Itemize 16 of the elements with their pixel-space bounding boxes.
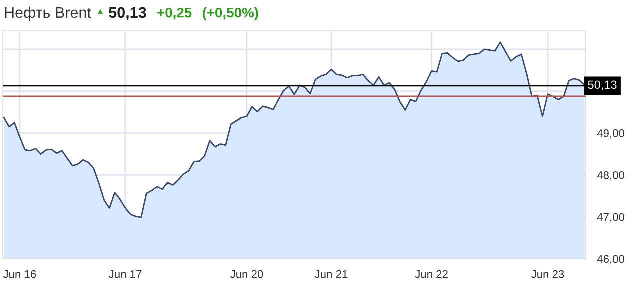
- text: 50,13: [109, 7, 146, 20]
- x-tick-label: Jun 20: [230, 270, 264, 278]
- y-tick-label: 46,00: [597, 255, 624, 264]
- ref-line-label: 50,13: [588, 80, 617, 90]
- text: (+0,50%): [202, 8, 258, 20]
- text: ▲: [98, 9, 103, 14]
- x-tick-label: Jun 16: [3, 270, 36, 278]
- y-tick-label: 49,00: [597, 130, 624, 139]
- y-tick-label: 47,00: [597, 213, 624, 223]
- x-tick-label: Jun 22: [415, 270, 448, 278]
- chart-title: Нефть Brent: [5, 6, 92, 22]
- text: +0,25: [158, 8, 192, 20]
- y-tick-label: 48,00: [597, 171, 624, 181]
- x-tick-label: Jun 21: [314, 270, 348, 278]
- x-tick-label: Jun 17: [109, 270, 142, 278]
- x-tick-label: Jun 23: [531, 270, 564, 278]
